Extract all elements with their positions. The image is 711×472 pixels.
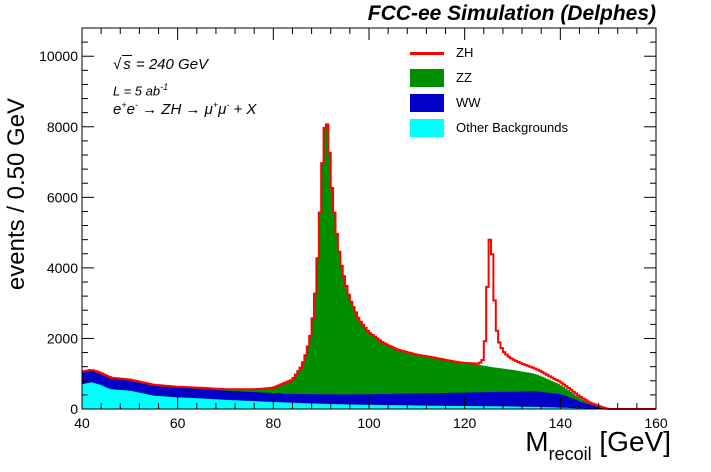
sqrt-symbol: √ (113, 56, 122, 73)
legend-label-ww: WW (456, 95, 481, 110)
y-tick-label: 8000 (47, 119, 78, 135)
annotation-process: e+e- → ZH → μ+μ- + X (113, 100, 256, 118)
series-other (82, 382, 656, 409)
legend-swatch-zh (410, 44, 444, 62)
x-tick-label: 120 (453, 415, 477, 431)
sqrt-var: s (122, 55, 132, 73)
proc-mu1-sign: + (212, 100, 219, 110)
proc-post: + X (229, 101, 257, 118)
annotation-energy: √ s = 240 GeV (113, 55, 209, 73)
legend-item-other: Other Backgrounds (410, 115, 568, 140)
energy-value: 240 GeV (148, 56, 209, 73)
annotation-lumi: L = 5 ab-1 (113, 82, 168, 98)
y-axis-label: events / 0.50 GeV (3, 97, 30, 291)
x-tick-label: 40 (74, 415, 90, 431)
x-axis-label-main: M (525, 426, 549, 457)
proc-mu2: μ (218, 101, 227, 118)
chart-title: FCC-ee Simulation (Delphes) (367, 2, 656, 25)
y-tick-label: 2000 (47, 330, 78, 346)
legend-swatch-zz (410, 68, 444, 87)
stacked-histograms (82, 123, 656, 410)
proc-e1: e (113, 101, 122, 118)
y-tick-label: 4000 (47, 260, 78, 276)
x-tick-label: 60 (170, 415, 186, 431)
proc-mu2-sign: - (226, 100, 230, 110)
series-ww (82, 370, 656, 409)
y-tick-label: 6000 (47, 189, 78, 205)
lumi-exp: -1 (160, 82, 169, 92)
x-axis-label-unit: [GeV] (599, 426, 671, 457)
axis-ticks: 40 60 80 100 120 140 160 0 2000 4000 6000 8000 10000 (39, 27, 668, 431)
x-axis-label: Mrecoil [GeV] (525, 426, 671, 464)
legend: ZH ZZ WW Other Backgrounds (410, 40, 568, 140)
x-tick-label: 80 (266, 415, 282, 431)
legend-swatch-other (410, 118, 444, 137)
x-tick-label: 100 (357, 415, 381, 431)
series-zh (82, 123, 656, 410)
legend-item-zh: ZH (410, 40, 568, 65)
legend-swatch-ww (410, 93, 444, 112)
x-tick-label: 140 (549, 415, 573, 431)
x-tick-label: 160 (644, 415, 668, 431)
legend-label-other: Other Backgrounds (456, 120, 569, 135)
y-tick-label: 10000 (39, 48, 78, 64)
proc-e2-sign: - (134, 100, 138, 110)
proc-e2: e (126, 101, 135, 118)
proc-mid: → ZH → μ (137, 101, 213, 118)
series-zz (82, 124, 656, 410)
proc-e1-sign: + (121, 100, 127, 110)
legend-label-zz: ZZ (456, 70, 472, 85)
legend-item-zz: ZZ (410, 65, 568, 90)
legend-item-ww: WW (410, 90, 568, 115)
legend-label-zh: ZH (456, 45, 474, 60)
y-tick-label: 0 (70, 401, 78, 417)
x-axis-label-sub: recoil (548, 444, 592, 464)
lumi-text: L = 5 ab (113, 83, 161, 99)
